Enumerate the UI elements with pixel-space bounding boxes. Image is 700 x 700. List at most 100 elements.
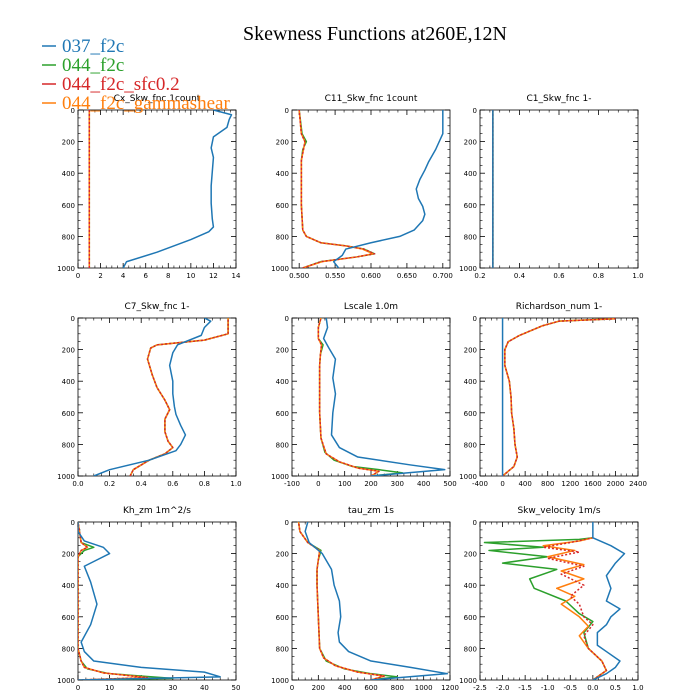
series-line-044-f2c [317,318,404,476]
y-tick-label: 800 [62,233,75,241]
series-line-037-f2c [304,522,449,680]
plot-frame [291,521,451,681]
y-tick-label: 200 [464,551,477,559]
panel-title: tau_zm 1s [348,506,394,516]
y-tick-label: 200 [276,139,289,147]
x-tick-label: 400 [417,480,430,488]
panel-title: C7_Skw_fnc 1- [125,302,190,312]
x-tick-label: 12 [209,272,218,280]
x-tick-label: 0.550 [325,272,345,280]
plot-frame [77,109,237,269]
panel-6: Richardson_num 1--400 0 400 800 1200 1600 2000… [459,302,647,488]
x-tick-label: 400 [518,480,531,488]
x-tick-label: 1.0 [632,272,643,280]
y-tick-label: 600 [62,202,75,210]
x-tick-label: 1.0 [230,480,241,488]
y-tick-label: 0 [473,519,477,527]
x-tick-label: 200 [312,684,325,692]
series-line-044-f2c-gammashear [297,522,385,680]
series-line-044-f2c-sfc0-2 [502,318,616,476]
series-line-044-f2c-sfc0-2 [298,110,376,268]
x-tick-label: 0.600 [361,272,381,280]
series-line-044-f2c-gammashear [542,537,608,680]
y-tick-label: 1000 [271,677,289,685]
x-tick-label: 300 [391,480,404,488]
panel-title: C11_Skw_fnc 1count [325,94,418,104]
series-line-044-f2c [78,522,174,680]
x-tick-label: 0.700 [433,272,453,280]
y-tick-label: 200 [62,347,75,355]
y-tick-label: 200 [62,139,75,147]
x-tick-label: 10 [105,684,114,692]
y-tick-label: 200 [62,551,75,559]
x-tick-label: 2 [98,272,102,280]
x-tick-label: 1200 [441,684,459,692]
y-tick-label: 600 [464,410,477,418]
y-tick-label: 600 [464,614,477,622]
series-line-037-f2c [78,522,221,680]
y-tick-label: 400 [464,582,477,590]
x-tick-label: 0.0 [587,684,598,692]
plot-frame [479,317,639,477]
plot-frame [479,109,639,269]
legend-label: 037_f2c [62,36,124,57]
series-line-037-f2c [592,522,626,680]
y-tick-label: 800 [276,233,289,241]
x-tick-label: -2.0 [496,684,510,692]
y-tick-label: 400 [276,170,289,178]
y-tick-label: 600 [276,614,289,622]
series-line-037-f2c [93,318,212,476]
series-line-044-f2c [483,537,608,680]
y-tick-label: 1000 [57,265,75,273]
y-tick-label: 200 [464,139,477,147]
x-tick-label: -1.5 [518,684,532,692]
y-tick-label: 600 [62,410,75,418]
x-tick-label: 2400 [629,480,647,488]
y-tick-label: 400 [62,378,75,386]
series-line-037-f2c [322,318,446,476]
y-tick-label: 600 [62,614,75,622]
x-tick-label: 0.5 [610,684,621,692]
x-tick-label: 0.650 [397,272,417,280]
legend-label: 044_f2c [62,55,124,76]
x-tick-label: 0 [290,684,294,692]
y-tick-label: 0 [71,107,75,115]
y-tick-label: 800 [62,441,75,449]
y-tick-label: 1000 [271,473,289,481]
plot-frame [77,521,237,681]
x-tick-label: 100 [338,480,351,488]
x-tick-label: -1.0 [541,684,555,692]
panel-4: C7_Skw_fnc 1- 0.0 0.2 0.4 0.6 0.8 1.0 0 200 400 60… [57,302,241,488]
x-tick-label: 0.8 [199,480,210,488]
panel-3: C1_Skw_fnc 1- 0.2 0.4 0.6 0.8 1.0 0 200 400 600 80… [459,94,643,280]
x-tick-label: 0 [76,272,80,280]
panel-5: Lscale 1.0m -100 0 100 200 300 400 500 0 200 400 60… [271,302,457,488]
x-tick-label: 0 [76,684,80,692]
x-tick-label: 0.4 [514,272,526,280]
y-tick-label: 800 [276,441,289,449]
panel-title: Skw_velocity 1m/s [517,506,600,516]
legend-label: 044_f2c_sfc0.2 [62,74,180,95]
x-tick-label: 1.0 [632,684,643,692]
x-tick-label: 40 [200,684,209,692]
y-tick-label: 400 [276,378,289,386]
plot-frame [291,109,451,269]
y-tick-label: 1000 [57,473,75,481]
y-tick-label: 400 [464,378,477,386]
x-tick-label: 0 [316,480,320,488]
x-tick-label: -400 [472,480,488,488]
panel-title: Kh_zm 1m^2/s [123,506,191,516]
y-tick-label: 0 [71,315,75,323]
panel-8: tau_zm 1s 0 200 400 600 800 1000 1200 0 200 400 600… [271,506,459,692]
x-tick-label: 4 [121,272,126,280]
x-tick-label: 8 [166,272,170,280]
x-tick-label: -0.5 [563,684,577,692]
plot-frame [77,317,237,477]
x-tick-label: -100 [284,480,300,488]
series-line-044-f2c-sfc0-2 [297,522,385,680]
y-tick-label: 0 [285,519,289,527]
plot-frame [291,317,451,477]
panel-title: Lscale 1.0m [344,302,398,312]
y-tick-label: 0 [71,519,75,527]
